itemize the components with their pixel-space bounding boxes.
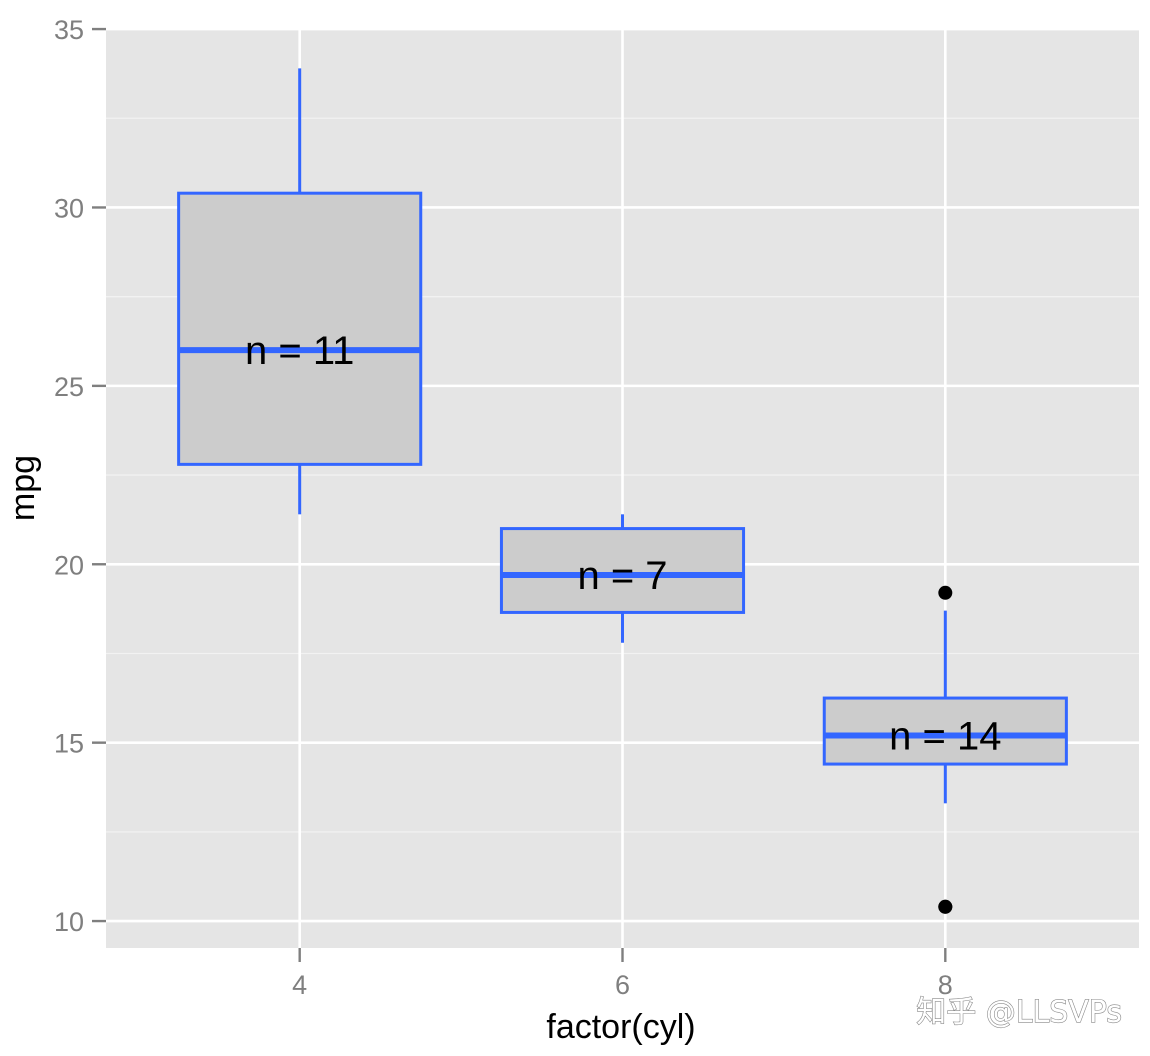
- x-tick-label: 6: [615, 970, 630, 1000]
- x-tick-label: 8: [938, 970, 953, 1000]
- y-axis-label: mpg: [4, 455, 42, 521]
- y-tick-label: 35: [54, 15, 84, 45]
- box-iqr: [822, 696, 1068, 766]
- outlier-point: [938, 899, 953, 914]
- axes: 10 15 20 25 30 35 4 6 8: [54, 15, 953, 1000]
- y-tick-label: 10: [54, 907, 84, 937]
- outlier-point: [938, 585, 953, 600]
- y-tick-label: 25: [54, 372, 84, 402]
- x-axis-label: factor(cyl): [546, 1008, 695, 1046]
- plot-marks: n = 11 n = 7 n = 14: [177, 68, 1068, 914]
- box-8: n = 14: [822, 585, 1068, 914]
- x-tick-label: 4: [292, 970, 307, 1000]
- watermark: 知乎 @LLSVPs: [916, 995, 1122, 1030]
- count-label: n = 11: [245, 329, 354, 373]
- box-4: n = 11: [177, 68, 423, 515]
- box-iqr: [499, 527, 746, 614]
- y-tick-label: 15: [54, 729, 84, 759]
- count-label: n = 14: [889, 715, 1001, 759]
- y-tick-label: 30: [54, 193, 84, 223]
- plot-panel: [106, 27, 1139, 948]
- box-iqr: [177, 191, 423, 466]
- count-label: n = 7: [577, 554, 667, 598]
- box-6: n = 7: [499, 514, 746, 643]
- y-tick-label: 20: [54, 550, 84, 580]
